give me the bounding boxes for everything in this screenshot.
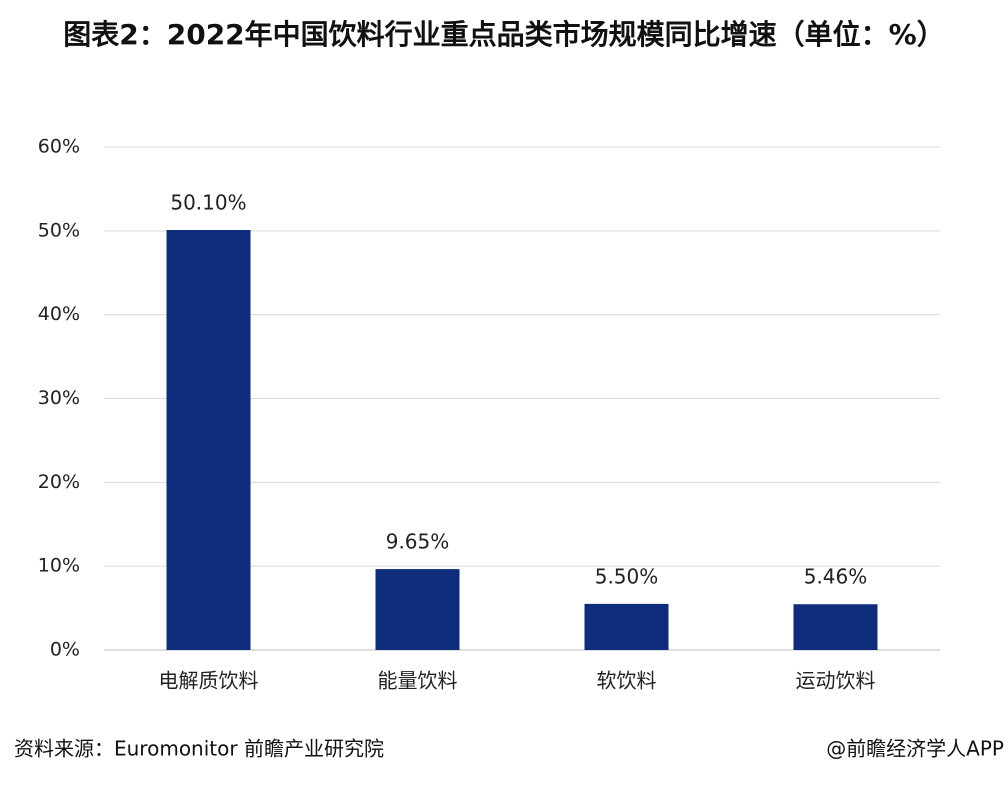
y-tick-label: 10% xyxy=(38,555,80,577)
chart-title: 图表2：2022年中国饮料行业重点品类市场规模同比增速（单位：%） xyxy=(63,18,945,51)
bar xyxy=(584,603,669,650)
value-label: 9.65% xyxy=(386,530,450,554)
x-tick-label: 电解质饮料 xyxy=(159,669,259,693)
value-label: 5.46% xyxy=(804,565,868,589)
source-note: 资料来源：Euromonitor 前瞻产业研究院 xyxy=(14,737,384,761)
x-tick-label: 运动饮料 xyxy=(796,669,876,693)
bar xyxy=(793,604,878,650)
value-label: 50.10% xyxy=(170,190,246,214)
y-tick-label: 30% xyxy=(38,387,80,409)
y-tick-label: 0% xyxy=(50,639,80,661)
y-tick-label: 60% xyxy=(38,136,80,158)
credit: @前瞻经济学人APP xyxy=(826,737,1004,761)
y-tick-label: 50% xyxy=(38,219,80,241)
value-label: 5.50% xyxy=(595,564,659,588)
bar xyxy=(375,569,460,650)
bar xyxy=(166,229,251,650)
y-tick-label: 20% xyxy=(38,471,80,493)
x-tick-label: 能量饮料 xyxy=(378,669,458,693)
y-tick-label: 40% xyxy=(38,303,80,325)
x-tick-label: 软饮料 xyxy=(597,669,657,693)
